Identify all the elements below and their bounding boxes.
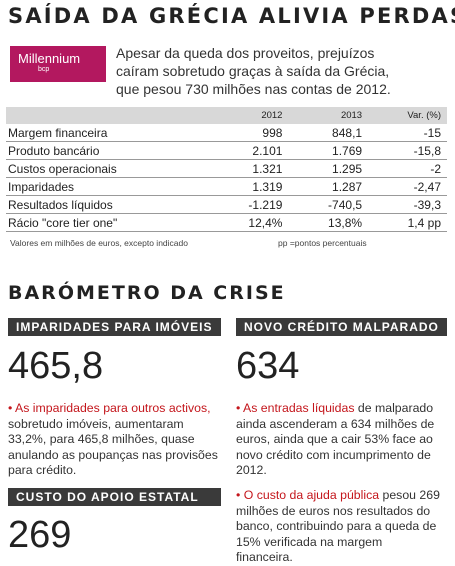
cell: 1.295	[288, 159, 369, 178]
box-label: IMPARIDADES PARA IMÓVEIS	[8, 318, 221, 336]
cell: -2,47	[368, 177, 447, 196]
logo-sub: bcp	[38, 66, 50, 73]
logo: Millennium bcp	[10, 46, 106, 82]
table-row: Resultados líquidos -1.219 -740,5 -39,3	[6, 195, 447, 214]
cell: 1.769	[288, 141, 369, 160]
note: pp =pontos percentuais	[278, 238, 367, 248]
cell: -740,5	[288, 195, 369, 214]
cell: 13,8%	[288, 213, 369, 232]
box-text: • As entradas líquidas de malparado aind…	[236, 401, 442, 479]
title: SAÍDA DA GRÉCIA ALIVIA PERDAS	[8, 4, 455, 28]
box-label: NOVO CRÉDITO MALPARADO	[236, 318, 447, 336]
column-header: 2013	[288, 107, 369, 124]
corner	[6, 107, 209, 124]
cell: 1.319	[208, 177, 289, 196]
box-figure: 634	[236, 345, 300, 387]
cell: -1.219	[208, 195, 289, 214]
row-label: Margem financeira	[6, 124, 209, 142]
cell: 848,1	[288, 124, 369, 142]
intro: Apesar da queda dos proveitos, prejuízos…	[116, 44, 391, 98]
cell: 1,4 pp	[368, 213, 447, 232]
cell: -39,3	[368, 195, 447, 214]
column-header: Var. (%)	[368, 107, 447, 124]
table-row: Imparidades 1.319 1.287 -2,47	[6, 177, 447, 196]
intro-line: caíram sobretudo graças à saída da Gréci…	[116, 63, 390, 79]
cell: -15	[368, 124, 447, 142]
row-label: Resultados líquidos	[6, 195, 209, 214]
cell: 998	[208, 124, 289, 142]
table-row: Custos operacionais 1.321 1.295 -2	[6, 159, 447, 178]
cell: -15,8	[368, 141, 447, 160]
cell: 2.101	[208, 141, 289, 160]
body: de malparado ainda ascenderam a 634 milh…	[236, 401, 435, 477]
table-row: Produto bancário 2.101 1.769 -15,8	[6, 141, 447, 160]
box-label: CUSTO DO APOIO ESTATAL	[8, 488, 221, 506]
row-label: Produto bancário	[6, 141, 209, 160]
table-row: Margem financeira 998 848,1 -15	[6, 124, 447, 142]
logo-text: Millennium	[18, 51, 81, 66]
column-header: 2012	[208, 107, 289, 124]
body: sobretudo imóveis, aumentaram 33,2%, par…	[8, 416, 218, 478]
note: Valores em milhões de euros, excepto ind…	[10, 238, 188, 248]
lead: • As entradas líquidas	[236, 401, 355, 415]
box-text: • O custo da ajuda pública pesou 269 mil…	[236, 488, 442, 566]
row-label: Imparidades	[6, 177, 209, 196]
row-label: Custos operacionais	[6, 159, 209, 178]
box-figure: 465,8	[8, 345, 104, 387]
cell: 1.287	[288, 177, 369, 196]
table-row: Rácio "core tier one" 12,4% 13,8% 1,4 pp	[6, 213, 447, 232]
cell: 12,4%	[208, 213, 289, 232]
section-title: BARÓMETRO DA CRISE	[8, 282, 286, 304]
cell: -2	[368, 159, 447, 178]
lead: • O custo da ajuda pública	[236, 488, 380, 502]
cell: 1.321	[208, 159, 289, 178]
results-table: 2012 2013 Var. (%) Margem financeira 998 848,…	[6, 107, 447, 232]
intro-line: Apesar da queda dos proveitos, prejuízos	[116, 45, 375, 61]
box-figure: 269	[8, 514, 72, 556]
row-label: Rácio "core tier one"	[6, 213, 209, 232]
lead: • As imparidades para outros activos,	[8, 401, 211, 415]
intro-line: que pesou 730 milhões nas contas de 2012…	[116, 81, 391, 97]
box-text: • As imparidades para outros activos, so…	[8, 401, 220, 479]
